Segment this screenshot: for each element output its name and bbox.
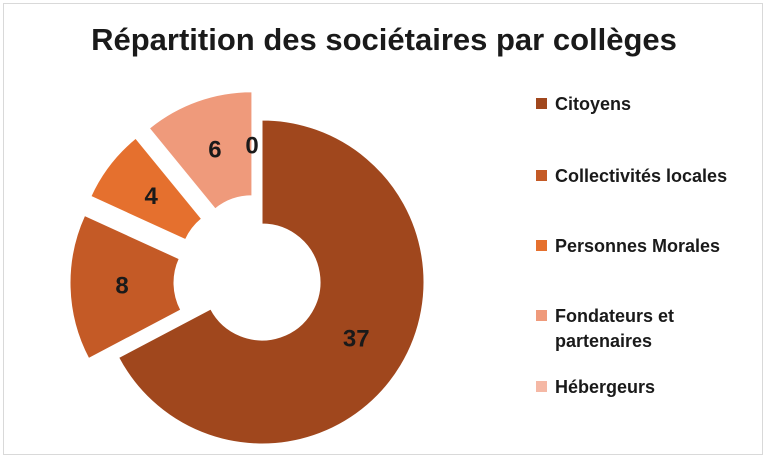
legend-swatch-fondateurs-partenaires [536, 310, 547, 321]
donut-slice-collectivites-locales [69, 214, 182, 360]
legend-item-collectivites-locales: Collectivités locales [536, 164, 756, 189]
donut-slice-personnes-morales [90, 137, 203, 241]
data-label-hebergeurs: 0 [245, 133, 258, 160]
data-label-collectivites-locales: 8 [115, 272, 128, 299]
donut-chart: 37 8 4 6 0 [69, 91, 425, 445]
legend-item-citoyens: Citoyens [536, 92, 756, 117]
legend-swatch-personnes-morales [536, 240, 547, 251]
donut-slice-fondateurs-partenaires [148, 91, 253, 210]
legend-swatch-citoyens [536, 98, 547, 109]
chart-frame: Répartition des sociétaires par collèges… [3, 3, 763, 455]
legend-swatch-collectivites-locales [536, 170, 547, 181]
legend-label-hebergeurs: Hébergeurs [555, 377, 656, 397]
data-label-citoyens: 37 [343, 325, 370, 352]
legend-label-fondateurs-partenaires: Fondateurs et partenaires [555, 306, 675, 351]
legend-label-personnes-morales: Personnes Morales [555, 236, 721, 256]
data-label-fondateurs-partenaires: 6 [208, 137, 221, 164]
legend-item-hebergeurs: Hébergeurs [536, 375, 756, 400]
legend-item-fondateurs-partenaires: Fondateurs et partenaires [536, 304, 756, 354]
legend-label-collectivites-locales: Collectivités locales [555, 166, 728, 186]
data-label-personnes-morales: 4 [144, 183, 158, 210]
legend-swatch-hebergeurs [536, 381, 547, 392]
donut-slice-citoyens [118, 119, 425, 445]
legend-item-personnes-morales: Personnes Morales [536, 234, 756, 259]
chart-title: Répartition des sociétaires par collèges [91, 22, 677, 57]
legend-label-citoyens: Citoyens [555, 94, 632, 114]
